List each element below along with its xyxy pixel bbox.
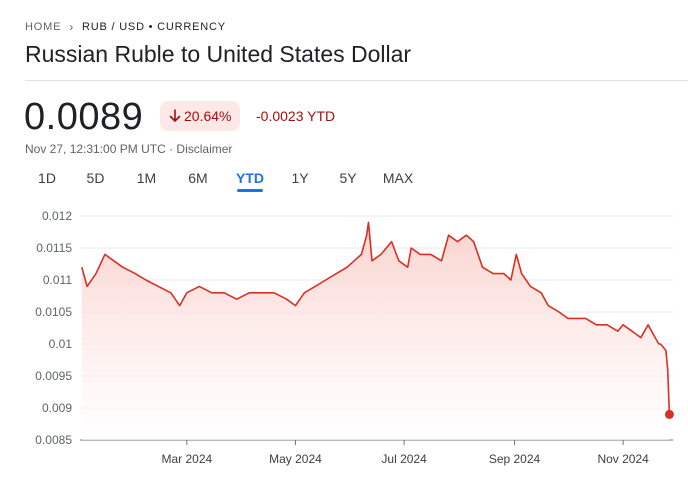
tab-6m[interactable]: 6M (188, 170, 208, 186)
arrow-down-icon (169, 109, 181, 122)
y-tick-label: 0.009 (42, 401, 72, 415)
tab-5y[interactable]: 5Y (339, 170, 357, 186)
separator-dot: · (169, 142, 174, 156)
chevron-right-icon: › (69, 20, 74, 34)
price-timestamp-row: Nov 27, 12:31:00 PM UTC · Disclaimer (25, 142, 232, 156)
x-tick-label: May 2024 (269, 452, 322, 466)
y-tick-label: 0.011 (43, 273, 72, 287)
change-percent: 20.64% (184, 108, 232, 124)
y-tick-label: 0.0105 (35, 305, 72, 319)
x-tick-label: Mar 2024 (161, 452, 212, 466)
y-tick-label: 0.012 (42, 209, 72, 223)
range-tabs: 1D 5D 1M 6M YTD 1Y 5Y MAX (24, 170, 424, 186)
price-area-fill (81, 222, 670, 440)
current-price: 0.0089 (24, 96, 144, 138)
y-tick-label: 0.01 (49, 337, 73, 351)
change-percent-badge: 20.64% (160, 101, 241, 131)
y-tick-label: 0.0095 (35, 369, 72, 383)
tab-1d[interactable]: 1D (38, 170, 56, 186)
page-title: Russian Ruble to United States Dollar (25, 41, 412, 67)
timestamp: Nov 27, 12:31:00 PM UTC (25, 142, 166, 156)
y-tick-label: 0.0085 (35, 433, 72, 447)
x-tick-label: Sep 2024 (489, 452, 541, 466)
disclaimer-link[interactable]: Disclaimer (176, 142, 233, 156)
tab-1y[interactable]: 1Y (291, 170, 309, 186)
price-series-line (81, 221, 671, 415)
latest-price-marker (664, 409, 674, 419)
breadcrumb-home-link[interactable]: HOME (25, 21, 62, 33)
tab-1m[interactable]: 1M (136, 170, 157, 186)
price-chart: 0.012 0.0115 0.011 0.0105 0.01 0.0095 0.009 0.0… (35, 209, 674, 466)
breadcrumb-current: RUB / USD • CURRENCY (82, 21, 226, 33)
title-divider (25, 80, 688, 81)
x-tick-label: Jul 2024 (381, 452, 427, 466)
tab-ytd[interactable]: YTD (224, 170, 276, 186)
y-tick-label: 0.0115 (36, 241, 72, 255)
breadcrumb: HOME › RUB / USD • CURRENCY (25, 20, 226, 34)
x-tick-label: Nov 2024 (597, 452, 649, 466)
change-absolute: -0.0023 YTD (256, 108, 336, 124)
tab-max[interactable]: MAX (382, 170, 414, 186)
tab-5d[interactable]: 5D (86, 170, 105, 186)
